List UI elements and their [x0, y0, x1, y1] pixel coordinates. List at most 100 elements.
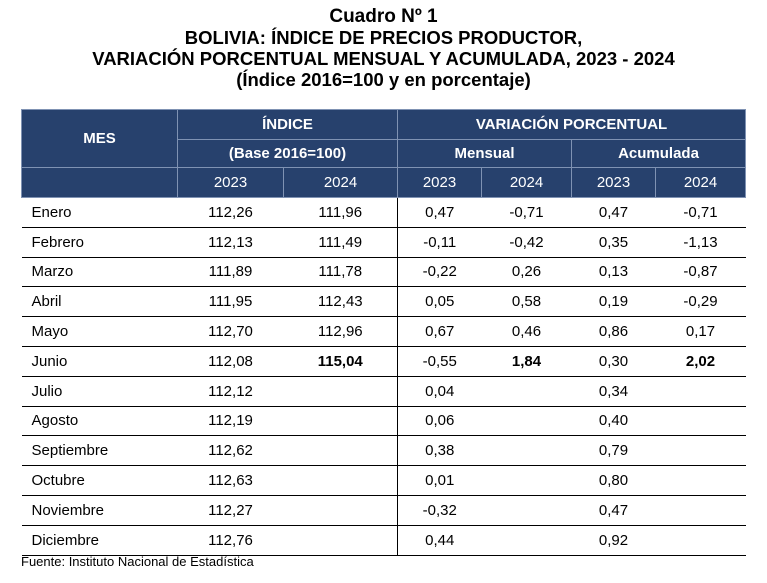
table-units: (Índice 2016=100 y en porcentaje)	[236, 69, 531, 90]
monthly-2024-cell: -0,71	[481, 197, 572, 228]
monthly-2024-cell: 0,58	[481, 286, 572, 318]
cumulative-2023-cell: 0,34	[571, 376, 656, 407]
cumulative-2023-cell: 0,92	[571, 525, 656, 556]
table-header: MES ÍNDICE VARIACIÓN PORCENTUAL (Base 20…	[21, 109, 747, 198]
monthly-2024-cell: 0,46	[481, 316, 572, 347]
table-row: Noviembre 112,27 -0,32 0,47	[21, 495, 746, 526]
table-row: Enero 112,26 111,96 0,47 -0,71 0,47 -0,7…	[21, 197, 746, 228]
index-2024-cell	[283, 435, 398, 467]
monthly-2023-cell: -0,55	[397, 346, 482, 377]
header-base: (Base 2016=100)	[177, 139, 398, 168]
header-indice: ÍNDICE	[177, 109, 398, 140]
monthly-2023-cell: 0,38	[397, 435, 482, 467]
cumulative-2023-cell: 0,47	[571, 495, 656, 526]
index-2023-cell: 112,70	[177, 316, 284, 347]
index-2024-cell	[283, 495, 398, 526]
cumulative-2024-cell	[655, 376, 746, 407]
cumulative-2024-cell	[655, 406, 746, 437]
monthly-2023-cell: 0,47	[397, 197, 482, 228]
cumulative-2024-cell	[655, 495, 746, 526]
monthly-2023-cell: -0,11	[397, 227, 482, 258]
index-2024-cell: 111,96	[283, 197, 398, 228]
index-2023-cell: 112,19	[177, 406, 284, 437]
header-acumulada: Acumulada	[570, 139, 747, 168]
table-row: Febrero 112,13 111,49 -0,11 -0,42 0,35 -…	[21, 227, 746, 258]
monthly-2023-cell: -0,32	[397, 495, 482, 526]
month-cell: Abril	[21, 286, 178, 318]
ipp-table: MES ÍNDICE VARIACIÓN PORCENTUAL (Base 20…	[21, 109, 747, 556]
index-2024-cell: 115,04	[283, 346, 398, 377]
cumulative-2023-cell: 0,79	[571, 435, 656, 467]
header-year: 2024	[283, 167, 398, 198]
monthly-2023-cell: 0,01	[397, 465, 482, 496]
index-2023-cell: 112,27	[177, 495, 284, 526]
index-2023-cell: 112,26	[177, 197, 284, 228]
monthly-2024-cell: -0,42	[481, 227, 572, 258]
monthly-2024-cell	[481, 376, 572, 407]
cumulative-2024-cell: 0,17	[655, 316, 746, 347]
index-2024-cell: 111,78	[283, 257, 398, 288]
monthly-2024-cell	[481, 465, 572, 496]
cumulative-2023-cell: 0,80	[571, 465, 656, 496]
table-row: Agosto 112,19 0,06 0,40	[21, 406, 746, 437]
header-variacion: VARIACIÓN PORCENTUAL	[396, 109, 747, 140]
cumulative-2023-cell: 0,35	[571, 227, 656, 258]
table-row: Julio 112,12 0,04 0,34	[21, 376, 746, 407]
index-2023-cell: 111,89	[177, 257, 284, 288]
table-row: Marzo 111,89 111,78 -0,22 0,26 0,13 -0,8…	[21, 257, 746, 288]
table-title-block: Cuadro Nº 1 BOLIVIA: ÍNDICE DE PRECIOS P…	[0, 6, 767, 90]
index-2024-cell: 111,49	[283, 227, 398, 258]
cumulative-2023-cell: 0,47	[571, 197, 656, 228]
cumulative-2024-cell: 2,02	[655, 346, 746, 377]
header-year: 2023	[397, 167, 482, 198]
header-mes: MES	[21, 109, 178, 168]
index-2023-cell: 111,95	[177, 286, 284, 318]
source-note: Fuente: Instituto Nacional de Estadístic…	[21, 554, 254, 569]
monthly-2024-cell	[481, 525, 572, 556]
month-cell: Marzo	[21, 257, 178, 288]
month-cell: Junio	[21, 346, 178, 377]
cumulative-2023-cell: 0,13	[571, 257, 656, 288]
monthly-2023-cell: 0,05	[397, 286, 482, 318]
month-cell: Enero	[21, 197, 178, 228]
index-2024-cell	[283, 465, 398, 496]
month-cell: Mayo	[21, 316, 178, 347]
header-year: 2023	[177, 167, 284, 198]
header-year: 2024	[481, 167, 572, 198]
monthly-2023-cell: 0,44	[397, 525, 482, 556]
month-cell: Agosto	[21, 406, 178, 437]
index-2024-cell: 112,43	[283, 286, 398, 318]
monthly-2023-cell: 0,04	[397, 376, 482, 407]
monthly-2024-cell	[481, 495, 572, 526]
month-cell: Octubre	[21, 465, 178, 496]
cumulative-2024-cell: -0,29	[655, 286, 746, 318]
header-year: 2024	[654, 167, 747, 198]
index-2023-cell: 112,13	[177, 227, 284, 258]
table-row: Octubre 112,63 0,01 0,80	[21, 465, 746, 496]
monthly-2023-cell: 0,67	[397, 316, 482, 347]
table-row: Diciembre 112,76 0,44 0,92	[21, 525, 746, 556]
table-row: Abril 111,95 112,43 0,05 0,58 0,19 -0,29	[21, 286, 746, 318]
month-cell: Febrero	[21, 227, 178, 258]
month-cell: Septiembre	[21, 435, 178, 467]
month-cell: Julio	[21, 376, 178, 407]
index-2023-cell: 112,12	[177, 376, 284, 407]
index-2023-cell: 112,08	[177, 346, 284, 377]
table-row: Junio 112,08 115,04 -0,55 1,84 0,30 2,02	[21, 346, 746, 377]
monthly-2024-cell: 1,84	[481, 346, 572, 377]
header-mensual: Mensual	[397, 139, 572, 168]
cumulative-2024-cell: -0,87	[655, 257, 746, 288]
cumulative-2023-cell: 0,19	[571, 286, 656, 318]
month-cell: Noviembre	[21, 495, 178, 526]
monthly-2024-cell: 0,26	[481, 257, 572, 288]
monthly-2024-cell	[481, 435, 572, 467]
index-2023-cell: 112,76	[177, 525, 284, 556]
table-body: Enero 112,26 111,96 0,47 -0,71 0,47 -0,7…	[21, 197, 746, 556]
monthly-2024-cell	[481, 406, 572, 437]
cumulative-2023-cell: 0,30	[571, 346, 656, 377]
monthly-2023-cell: -0,22	[397, 257, 482, 288]
index-2023-cell: 112,62	[177, 435, 284, 467]
index-2024-cell	[283, 525, 398, 556]
table-row: Mayo 112,70 112,96 0,67 0,46 0,86 0,17	[21, 316, 746, 347]
index-2023-cell: 112,63	[177, 465, 284, 496]
